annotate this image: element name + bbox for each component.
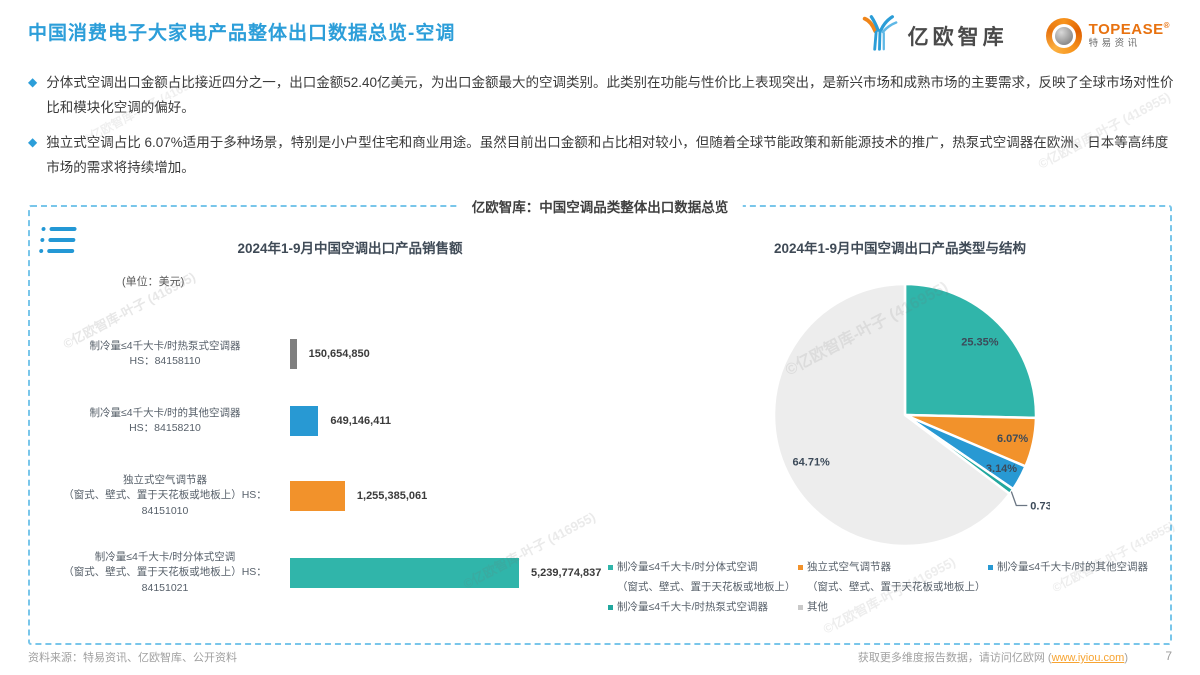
bar-category-label: 制冷量≤4千大卡/时的其他空调器 HS：84158210 bbox=[89, 406, 241, 434]
bar-value-label: 649,146,411 bbox=[330, 415, 391, 427]
legend-item[interactable]: 制冷量≤4千大卡/时热泵式空调器 bbox=[608, 597, 796, 617]
bar-row: 制冷量≤4千大卡/时分体式空调 （窗式、壁式、置于天花板或地板上）HS：84151… bbox=[45, 551, 645, 593]
legend-label-sub: （窗式、壁式、置于天花板或地板上） bbox=[617, 581, 796, 593]
diamond-bullet-icon: ◆ bbox=[28, 135, 38, 149]
pie-percent-label: 3.14% bbox=[986, 463, 1017, 475]
pie-percent-label: 6.07% bbox=[997, 433, 1028, 445]
legend-label: 制冷量≤4千大卡/时分体式空调 bbox=[617, 561, 758, 573]
bullet-item: ◆ 独立式空调占比 6.07%适用于多种场景，特别是小户型住宅和商业用途。虽然目… bbox=[28, 130, 1176, 180]
header-logos: 亿欧智库 TOPEASE® 特易资讯 bbox=[858, 12, 1170, 59]
iyiou-link[interactable]: www.iyiou.com bbox=[1051, 652, 1125, 664]
bar-value-label: 150,654,850 bbox=[308, 348, 370, 360]
legend-column: 制冷量≤4千大卡/时的其他空调器 bbox=[988, 557, 1176, 577]
topease-logo-text: TOPEASE bbox=[1088, 20, 1164, 38]
registered-mark: ® bbox=[1163, 20, 1170, 30]
pie-percent-label: 0.73% bbox=[1030, 501, 1050, 513]
bullet-text: 独立式空调占比 6.07%适用于多种场景，特别是小户型住宅和商业用途。虽然目前出… bbox=[46, 135, 1169, 175]
legend-column: 独立式空气调节器 （窗式、壁式、置于天花板或地板上） 其他 bbox=[798, 557, 986, 617]
list-icon[interactable] bbox=[38, 227, 81, 260]
board-title: 亿欧智库：中国空调品类整体出口数据总览 bbox=[457, 196, 743, 216]
bar[interactable] bbox=[290, 339, 297, 369]
legend-marker-icon bbox=[608, 605, 613, 610]
legend-label: 独立式空气调节器 bbox=[807, 561, 891, 573]
bar[interactable] bbox=[290, 406, 319, 436]
bar-row: 独立式空气调节器 （窗式、壁式、置于天花板或地板上）HS：84151010 1,25… bbox=[45, 474, 645, 516]
topease-ring-icon bbox=[1045, 17, 1082, 54]
bar-category-label: 制冷量≤4千大卡/时分体式空调 （窗式、壁式、置于天花板或地板上）HS：84151… bbox=[63, 551, 267, 594]
pie-chart-title: 2024年1-9月中国空调出口产品类型与结构 bbox=[773, 241, 1027, 256]
legend-item[interactable]: 制冷量≤4千大卡/时的其他空调器 bbox=[988, 557, 1176, 577]
diamond-bullet-icon: ◆ bbox=[28, 75, 38, 89]
legend-label-sub: （窗式、壁式、置于天花板或地板上） bbox=[807, 581, 986, 593]
topease-logo: TOPEASE® 特易资讯 bbox=[1045, 17, 1170, 54]
bullet-item: ◆ 分体式空调出口金额占比接近四分之一，出口金额52.40亿美元，为出口金额最大… bbox=[28, 70, 1176, 120]
legend-label: 制冷量≤4千大卡/时热泵式空调器 bbox=[617, 601, 769, 613]
chart-board: 亿欧智库：中国空调品类整体出口数据总览 2024年1-9月中国空调出口产品销售额… bbox=[28, 196, 1172, 645]
bar-category-label: 制冷量≤4千大卡/时热泵式空调器 HS：84158110 bbox=[89, 339, 241, 367]
summary-bullets: ◆ 分体式空调出口金额占比接近四分之一，出口金额52.40亿美元，为出口金额最大… bbox=[28, 70, 1176, 190]
legend-marker-icon bbox=[798, 565, 803, 570]
bar[interactable] bbox=[290, 558, 519, 588]
legend-label: 其他 bbox=[807, 601, 828, 613]
pie-slice[interactable] bbox=[772, 282, 1011, 548]
footer-cta-prefix: 获取更多维度报告数据，请访问亿欧网 ( bbox=[857, 652, 1052, 664]
pie-slice[interactable] bbox=[903, 282, 1038, 420]
bar-chart-title: 2024年1-9月中国空调出口产品销售额 bbox=[237, 241, 463, 256]
pie-chart: 25.35% 6.07% 3.14% 0.73% 64.71% bbox=[772, 282, 1050, 548]
bullet-text: 分体式空调出口金额占比接近四分之一，出口金额52.40亿美元，为出口金额最大的空… bbox=[46, 75, 1174, 115]
legend-label: 制冷量≤4千大卡/时的其他空调器 bbox=[997, 561, 1149, 573]
page-title: 中国消费电子大家电产品整体出口数据总览-空调 bbox=[28, 23, 456, 44]
bar-value-label: 1,255,385,061 bbox=[356, 490, 428, 502]
bar-chart-unit-label: (单位：美元) bbox=[122, 276, 185, 288]
footer-source: 资料来源：特易资讯、亿欧智库、公开资料 bbox=[28, 652, 237, 664]
footer-cta-suffix: ) bbox=[1124, 652, 1128, 664]
legend-item[interactable]: 其他 bbox=[798, 597, 986, 617]
bar[interactable] bbox=[290, 481, 345, 511]
legend-column: 制冷量≤4千大卡/时分体式空调 （窗式、壁式、置于天花板或地板上） 制冷量≤4千大卡… bbox=[608, 557, 796, 617]
topease-logo-subtext: 特易资讯 bbox=[1088, 38, 1141, 50]
bar-row: 制冷量≤4千大卡/时的其他空调器 HS：84158210 649,146,411 bbox=[45, 402, 645, 440]
bar-category-label: 独立式空气调节器 （窗式、壁式、置于天花板或地板上）HS：84151010 bbox=[63, 474, 267, 517]
page-number: 7 bbox=[1165, 649, 1172, 663]
legend-marker-icon bbox=[988, 565, 993, 570]
legend-item[interactable]: 独立式空气调节器 （窗式、壁式、置于天花板或地板上） bbox=[798, 557, 986, 597]
legend-marker-icon bbox=[798, 605, 803, 610]
legend-item[interactable]: 制冷量≤4千大卡/时分体式空调 （窗式、壁式、置于天花板或地板上） bbox=[608, 557, 796, 597]
yiou-logo: 亿欧智库 bbox=[858, 12, 1008, 59]
pie-percent-label: 64.71% bbox=[793, 457, 831, 469]
pie-leader-line bbox=[1010, 491, 1028, 507]
legend-marker-icon bbox=[608, 565, 613, 570]
footer-cta: 获取更多维度报告数据，请访问亿欧网 (www.iyiou.com) bbox=[858, 649, 1128, 665]
bar-row: 制冷量≤4千大卡/时热泵式空调器 HS：84158110 150,654,850 bbox=[45, 335, 645, 373]
yiou-logo-text: 亿欧智库 bbox=[907, 25, 1008, 49]
bar-value-label: 5,239,774,837 bbox=[531, 567, 602, 579]
yiou-y-icon bbox=[858, 12, 900, 59]
pie-percent-label: 25.35% bbox=[961, 337, 999, 349]
